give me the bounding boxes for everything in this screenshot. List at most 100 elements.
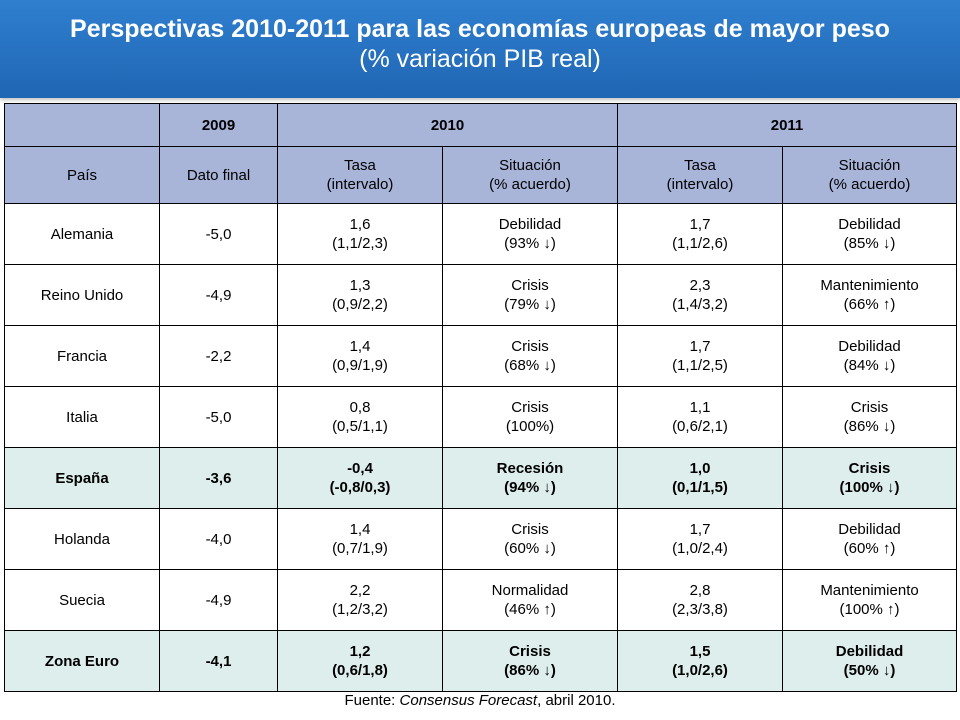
cell-tasa-2011-value: 1,5 <box>689 643 711 660</box>
cell-tasa-2010: 2,2 (1,2/3,2) <box>277 569 443 631</box>
cell-situacion-2010: Debilidad (93% ↓) <box>442 203 618 265</box>
cell-situacion-2010-trend-icon: ↑ <box>543 601 551 618</box>
cell-situacion-2011: Debilidad (60% ↑) <box>781 508 958 570</box>
header-tasa-2010: Tasa (intervalo) <box>277 146 443 204</box>
cell-situacion-2011: Debilidad (85% ↓) <box>781 203 958 265</box>
cell-tasa-2010-value: 2,2 <box>349 582 371 599</box>
cell-tasa-2010: 1,4 (0,7/1,9) <box>277 508 443 570</box>
title-main: Perspectivas 2010-2011 para las economía… <box>70 15 890 43</box>
cell-situacion-2011-trend-icon: ↓ <box>882 418 891 435</box>
cell-situacion-2011-percent: (66% <box>843 296 883 313</box>
source-suffix: , abril 2010. <box>537 692 616 709</box>
cell-pais: Holanda <box>4 508 160 570</box>
header-situacion-2010-l2: (% acuerdo) <box>489 176 571 193</box>
cell-situacion-2010-trend-icon: ↓ <box>543 479 551 496</box>
cell-situacion-2011-trend-icon: ↓ <box>882 662 891 679</box>
cell-situacion-2010-trend-icon: ↓ <box>543 235 551 252</box>
cell-tasa-2011-value: 1,1 <box>689 399 711 416</box>
cell-situacion-2011: Crisis (86% ↓) <box>781 386 958 448</box>
cell-tasa-2011: 1,1 (0,6/2,1) <box>617 386 783 448</box>
cell-situacion-2010-percent: (46% <box>504 601 544 618</box>
cell-situacion-2010-trend-icon: ↓ <box>543 357 551 374</box>
cell-situacion-2011-percent: (50% <box>843 662 883 679</box>
cell-situacion-2011: Mantenimiento (100% ↑) <box>781 569 958 631</box>
cell-tasa-2011: 1,7 (1,1/2,5) <box>617 325 783 387</box>
cell-tasa-2010-interval: (-0,8/0,3) <box>329 479 391 496</box>
cell-tasa-2011: 1,7 (1,0/2,4) <box>617 508 783 570</box>
cell-dato-final: -4,9 <box>159 264 278 326</box>
cell-pais: Italia <box>4 386 160 448</box>
cell-tasa-2011-interval: (1,4/3,2) <box>672 296 728 313</box>
header-situacion-2011: Situación (% acuerdo) <box>781 146 958 204</box>
cell-situacion-2010-agreement: (68% ↓) <box>504 357 556 374</box>
header-year-2011: 2011 <box>616 103 958 147</box>
cell-dato-final: -5,0 <box>159 386 278 448</box>
cell-dato-final: -4,9 <box>159 569 278 631</box>
table-row: Reino Unido -4,9 1,3 (0,9/2,2) Crisis (79% ↓)… <box>4 264 958 326</box>
header-empty <box>4 103 160 147</box>
cell-situacion-2011-trend-icon: ↓ <box>887 479 895 496</box>
header-tasa-2010-l1: Tasa <box>344 157 376 174</box>
cell-tasa-2011-interval: (1,1/2,5) <box>672 357 728 374</box>
forecast-table: 2009 2010 2011 País Dato final Tasa (inte… <box>4 103 958 692</box>
header-dato-final: Dato final <box>159 146 278 204</box>
cell-situacion-2011-percent: (60% <box>843 540 883 557</box>
cell-tasa-2011-value: 2,8 <box>689 582 711 599</box>
cell-tasa-2010-interval: (0,5/1,1) <box>332 418 388 435</box>
cell-situacion-2010-agreement: (86% ↓) <box>504 662 556 679</box>
header-pais: País <box>4 146 160 204</box>
cell-situacion-2011-agreement: (66% ↑) <box>843 296 896 313</box>
cell-dato-final: -4,1 <box>159 630 278 692</box>
cell-tasa-2011: 2,8 (2,3/3,8) <box>617 569 783 631</box>
cell-situacion-2011-label: Debilidad <box>838 216 901 233</box>
cell-situacion-2010: Crisis (100%) <box>442 386 618 448</box>
cell-situacion-2011-trend-icon: ↑ <box>882 296 891 313</box>
cell-situacion-2011: Crisis (100% ↓) <box>781 447 958 509</box>
table-row: Alemania -5,0 1,6 (1,1/2,3) Debilidad (93% ↓)… <box>4 203 958 265</box>
cell-situacion-2010-percent: (94% <box>504 479 544 496</box>
cell-tasa-2010-interval: (0,6/1,8) <box>332 662 388 679</box>
table-row: España -3,6 -0,4 (-0,8/0,3) Recesión (94% ↓) 1… <box>4 447 958 509</box>
cell-tasa-2011-interval: (0,6/2,1) <box>672 418 728 435</box>
cell-pais: Reino Unido <box>4 264 160 326</box>
cell-situacion-2010-label: Crisis <box>511 399 549 416</box>
table-row: Italia -5,0 0,8 (0,5/1,1) Crisis (100%) 1,1 (0,… <box>4 386 958 448</box>
cell-situacion-2011-label: Crisis <box>848 460 891 477</box>
header-situacion-2010: Situación (% acuerdo) <box>442 146 618 204</box>
cell-pais: Zona Euro <box>4 630 160 692</box>
cell-situacion-2011-label: Debilidad <box>838 521 901 538</box>
cell-situacion-2010-label: Crisis <box>509 643 551 660</box>
header-tasa-2011-l2: (intervalo) <box>666 176 734 193</box>
table-row: Francia -2,2 1,4 (0,9/1,9) Crisis (68% ↓) 1,7 (… <box>4 325 958 387</box>
cell-dato-final: -3,6 <box>159 447 278 509</box>
cell-situacion-2011-agreement: (84% ↓) <box>843 357 896 374</box>
cell-dato-final: -5,0 <box>159 203 278 265</box>
cell-tasa-2011: 1,7 (1,1/2,6) <box>617 203 783 265</box>
cell-situacion-2011-agreement: (60% ↑) <box>843 540 896 557</box>
cell-situacion-2011-trend-icon: ↑ <box>882 540 891 557</box>
cell-situacion-2011-label: Crisis <box>850 399 889 416</box>
source-prefix: Fuente: <box>344 692 400 709</box>
cell-situacion-2010-percent: (68% <box>504 357 544 374</box>
cell-situacion-2010-label: Recesión <box>496 460 564 477</box>
cell-tasa-2010-value: -0,4 <box>347 460 373 477</box>
cell-situacion-2010-percent: (79% <box>504 296 544 313</box>
cell-situacion-2011-label: Mantenimiento <box>820 582 919 599</box>
cell-tasa-2010-interval: (1,1/2,3) <box>332 235 388 252</box>
cell-tasa-2011: 1,0 (0,1/1,5) <box>617 447 783 509</box>
cell-situacion-2010-agreement: (100%) <box>505 418 555 435</box>
cell-situacion-2011-label: Mantenimiento <box>820 277 919 294</box>
cell-situacion-2011-trend-icon: ↑ <box>887 601 895 618</box>
cell-tasa-2010: 1,3 (0,9/2,2) <box>277 264 443 326</box>
header-situacion-2011-l1: Situación <box>838 157 901 174</box>
cell-tasa-2011-value: 1,7 <box>689 521 711 538</box>
cell-situacion-2010-trend-icon: ↓ <box>543 540 551 557</box>
cell-situacion-2010: Crisis (86% ↓) <box>442 630 618 692</box>
cell-tasa-2011-value: 1,7 <box>689 216 711 233</box>
header-year-2010: 2010 <box>277 103 618 147</box>
cell-situacion-2011-agreement: (100% ↑) <box>839 601 900 618</box>
cell-situacion-2010-label: Crisis <box>511 338 549 355</box>
cell-pais: Francia <box>4 325 160 387</box>
cell-tasa-2010: 0,8 (0,5/1,1) <box>277 386 443 448</box>
cell-situacion-2010: Crisis (79% ↓) <box>442 264 618 326</box>
